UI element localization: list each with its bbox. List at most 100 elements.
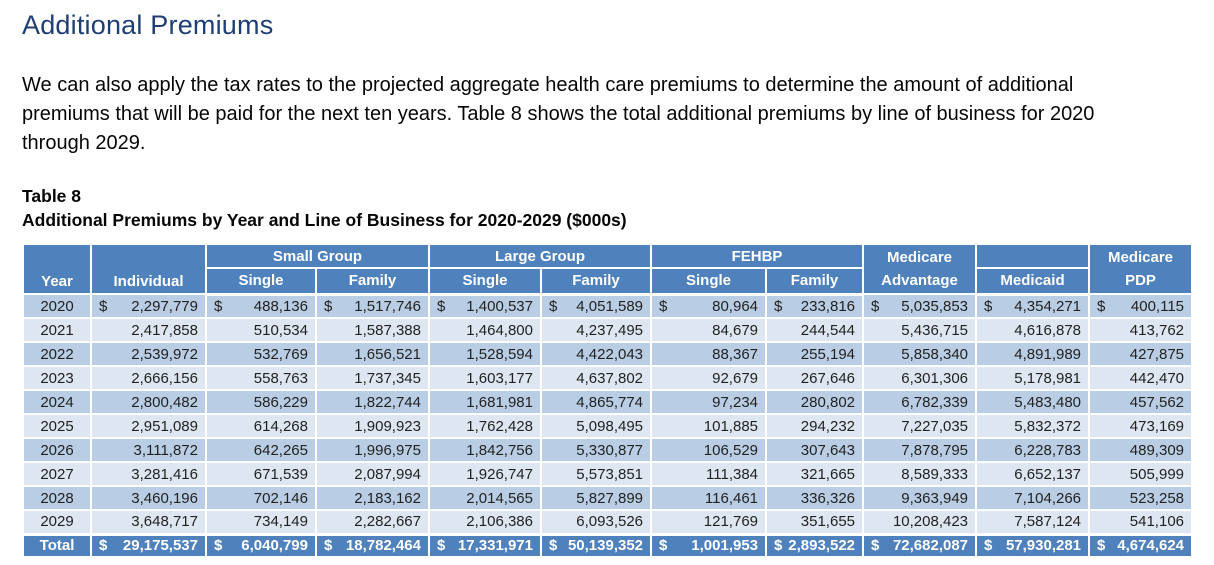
value-cell: 1,464,800 (428, 317, 542, 343)
value-cell: 457,562 (1088, 389, 1194, 415)
year-cell: 2023 (22, 365, 92, 391)
value-cell: 2,539,972 (90, 341, 207, 367)
total-value-cell: $1,001,953 (650, 532, 768, 558)
value-cell: $1,400,537 (428, 293, 542, 319)
value-cell: 473,169 (1088, 413, 1194, 439)
currency-symbol: $ (984, 537, 993, 555)
table-row: 2028 3,460,196 702,146 2,183,162 2,014,565 5,… (22, 485, 1194, 511)
value-cell: 5,483,480 (975, 389, 1091, 415)
value-cell: 413,762 (1088, 317, 1194, 343)
total-row: Total $29,175,537 $6,040,799 $18,782,464 $17… (22, 532, 1194, 558)
medicare-advantage-line2: Advantage (881, 272, 958, 289)
col-header-medicaid-spacer (975, 243, 1091, 269)
medicare-advantage-line1: Medicare (886, 249, 953, 266)
value-cell: 2,666,156 (90, 365, 207, 391)
value-cell: 280,802 (765, 389, 865, 415)
value-cell: 6,228,783 (975, 437, 1091, 463)
total-value-cell: $57,930,281 (975, 532, 1091, 558)
currency-symbol: $ (871, 297, 880, 315)
value-cell: 5,330,877 (539, 437, 653, 463)
currency-symbol: $ (659, 537, 668, 555)
col-group-large-group: Large Group (427, 243, 653, 269)
value-cell: 1,603,177 (428, 365, 542, 391)
col-header-medicare-advantage: Medicare Advantage (862, 243, 978, 295)
col-header-fehbp-family: Family (765, 267, 865, 296)
value-cell: 734,149 (205, 509, 317, 535)
value-cell: 5,098,495 (539, 413, 653, 439)
col-header-individual: Individual (90, 243, 207, 295)
value-cell: 294,232 (765, 413, 865, 439)
value-cell: 7,878,795 (862, 437, 978, 463)
value-cell: 671,539 (205, 461, 317, 487)
currency-symbol: $ (984, 297, 993, 315)
value-cell: 1,681,981 (428, 389, 542, 415)
value-cell: 7,227,035 (862, 413, 978, 439)
value-cell: 3,460,196 (90, 485, 207, 511)
value-cell: 1,762,428 (428, 413, 542, 439)
year-cell: 2020 (22, 293, 92, 319)
col-header-fehbp-single: Single (650, 267, 768, 296)
col-group-fehbp: FEHBP (650, 243, 865, 269)
value-cell: 558,763 (205, 365, 317, 391)
additional-premiums-table: Year Individual Small Group Large Group … (22, 243, 1194, 558)
col-header-year: Year (22, 243, 92, 295)
value-cell: 267,646 (765, 365, 865, 391)
value-cell: 1,737,345 (315, 365, 430, 391)
value-cell: 4,237,495 (539, 317, 653, 343)
value-cell: 1,528,594 (428, 341, 542, 367)
value-cell: 2,417,858 (90, 317, 207, 343)
value-cell: 642,265 (205, 437, 317, 463)
value-cell: 2,106,386 (428, 509, 542, 535)
value-cell: $488,136 (205, 293, 317, 319)
total-value-cell: $50,139,352 (539, 532, 653, 558)
currency-symbol: $ (437, 537, 446, 555)
value-cell: $4,354,271 (975, 293, 1091, 319)
value-cell: 5,436,715 (862, 317, 978, 343)
medicare-pdp-line1: Medicare (1107, 249, 1174, 266)
year-cell: 2029 (22, 509, 92, 535)
value-cell: 9,363,949 (862, 485, 978, 511)
value-cell: 321,665 (765, 461, 865, 487)
value-cell: 121,769 (650, 509, 768, 535)
value-cell: 2,087,994 (315, 461, 430, 487)
total-value-cell: $72,682,087 (862, 532, 978, 558)
table-row: 2025 2,951,089 614,268 1,909,923 1,762,428 5,… (22, 413, 1194, 439)
value-cell: 5,827,899 (539, 485, 653, 511)
currency-symbol: $ (549, 537, 558, 555)
year-cell: 2022 (22, 341, 92, 367)
total-value-cell: $2,893,522 (765, 532, 865, 558)
currency-symbol: $ (99, 537, 108, 555)
value-cell: 1,996,975 (315, 437, 430, 463)
table-row: 2021 2,417,858 510,534 1,587,388 1,464,800 4,… (22, 317, 1194, 343)
value-cell: 1,909,923 (315, 413, 430, 439)
value-cell: 111,384 (650, 461, 768, 487)
value-cell: 505,999 (1088, 461, 1194, 487)
value-cell: 4,422,043 (539, 341, 653, 367)
value-cell: 442,470 (1088, 365, 1194, 391)
currency-symbol: $ (774, 537, 783, 555)
value-cell: 10,208,423 (862, 509, 978, 535)
value-cell: $400,115 (1088, 293, 1194, 319)
value-cell: 2,800,482 (90, 389, 207, 415)
intro-paragraph: We can also apply the tax rates to the p… (22, 74, 1095, 154)
currency-symbol: $ (214, 297, 223, 315)
year-cell: 2026 (22, 437, 92, 463)
value-cell: 4,865,774 (539, 389, 653, 415)
col-group-small-group: Small Group (205, 243, 430, 269)
value-cell: 1,926,747 (428, 461, 542, 487)
value-cell: 255,194 (765, 341, 865, 367)
table-row: 2022 2,539,972 532,769 1,656,521 1,528,594 4,… (22, 341, 1194, 367)
year-cell: 2021 (22, 317, 92, 343)
value-cell: 2,014,565 (428, 485, 542, 511)
total-value-cell: $6,040,799 (205, 532, 317, 558)
page-title: Additional Premiums (22, 10, 274, 40)
value-cell: 336,326 (765, 485, 865, 511)
value-cell: $80,964 (650, 293, 768, 319)
currency-symbol: $ (1097, 537, 1106, 555)
year-cell: 2025 (22, 413, 92, 439)
value-cell: 5,832,372 (975, 413, 1091, 439)
value-cell: 532,769 (205, 341, 317, 367)
medicare-pdp-line2: PDP (1125, 272, 1156, 289)
table-row: 2026 3,111,872 642,265 1,996,975 1,842,756 5,… (22, 437, 1194, 463)
value-cell: 6,782,339 (862, 389, 978, 415)
